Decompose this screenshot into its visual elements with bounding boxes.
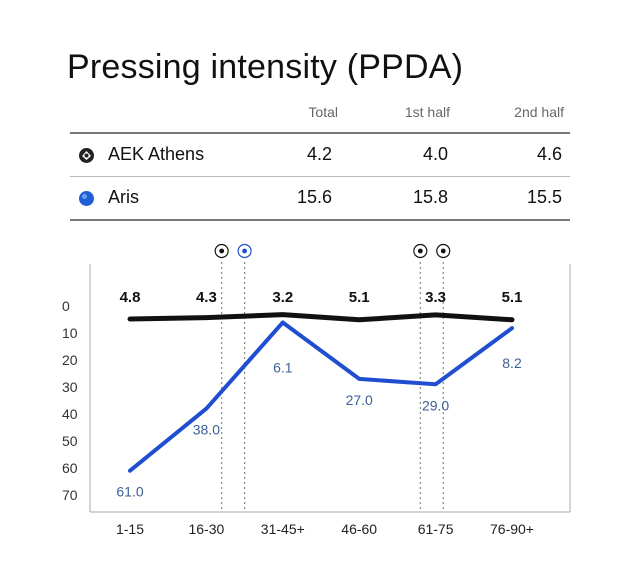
y-tick-label: 40 [62, 406, 78, 422]
ppda-table: Total 1st half 2nd half AEK Athens 4.2 4… [70, 98, 570, 221]
table-rule-bottom [70, 219, 570, 221]
table-rule-top [70, 132, 570, 134]
value-second-half: 4.6 [536, 144, 562, 164]
value-first-half: 4.0 [422, 144, 448, 164]
x-tick-label: 16-30 [188, 521, 224, 537]
data-label: 6.1 [273, 359, 293, 375]
value-total: 4.2 [306, 144, 332, 164]
table-header: Total 1st half 2nd half [70, 98, 570, 132]
data-label: 3.3 [425, 289, 446, 306]
soccer-ball-patch [440, 248, 446, 254]
soccer-ball-patch [417, 248, 423, 254]
data-label: 5.1 [502, 289, 523, 306]
y-tick-label: 20 [62, 352, 78, 368]
data-label: 38.0 [193, 422, 220, 438]
y-tick-label: 60 [62, 460, 78, 476]
y-tick-label: 50 [62, 433, 78, 449]
team-name: AEK Athens [108, 144, 205, 164]
data-label: 3.2 [272, 289, 293, 306]
col-header-first-half: 1st half [404, 104, 450, 120]
y-tick-label: 70 [62, 487, 78, 503]
team-name: Aris [108, 187, 139, 207]
col-header-second-half: 2nd half [514, 104, 564, 120]
x-tick-label: 31-45+ [261, 521, 305, 537]
value-second-half: 15.5 [526, 187, 562, 207]
y-tick-label: 30 [62, 379, 78, 395]
y-tick-label: 10 [62, 325, 78, 341]
data-label: 8.2 [502, 355, 522, 371]
value-total: 15.6 [296, 187, 332, 207]
y-tick-label: 0 [62, 298, 70, 314]
x-tick-label: 46-60 [341, 521, 377, 537]
blue-dot-icon [79, 191, 94, 206]
soccer-ball-patch [242, 248, 248, 254]
table-rule-mid [70, 176, 570, 177]
data-label: 61.0 [116, 484, 143, 500]
series-line-aris [128, 320, 514, 473]
x-tick-label: 1-15 [116, 521, 144, 537]
x-tick-label: 61-75 [418, 521, 454, 537]
x-tick-label: 76-90+ [490, 521, 534, 537]
data-label: 4.8 [120, 289, 141, 306]
value-first-half: 15.8 [412, 187, 448, 207]
page-title: Pressing intensity (PPDA) [67, 48, 464, 86]
table-row: Aris 15.6 15.8 15.5 [70, 177, 570, 219]
series-line-aek-athens [127, 312, 515, 323]
data-label: 27.0 [346, 392, 373, 408]
data-label: 4.3 [196, 289, 217, 306]
data-label: 29.0 [422, 397, 449, 413]
data-label: 5.1 [349, 289, 370, 306]
col-header-total: Total [308, 104, 338, 120]
aek-crest-icon [79, 148, 94, 163]
table-row: AEK Athens 4.2 4.0 4.6 [70, 134, 570, 176]
soccer-ball-patch [219, 248, 225, 254]
